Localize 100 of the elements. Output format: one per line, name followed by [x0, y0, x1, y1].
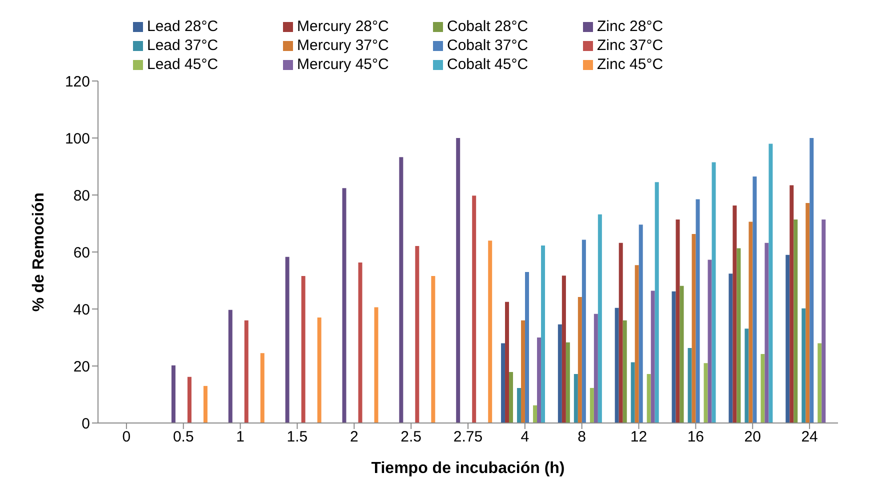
bar [618, 242, 623, 423]
bar [760, 354, 765, 423]
x-tick-label: 2.75 [453, 428, 483, 446]
bar [501, 343, 506, 423]
y-tick-label: 40 [73, 301, 90, 318]
bar [768, 144, 773, 423]
bar [228, 310, 232, 423]
bar [654, 182, 659, 423]
bar [582, 240, 586, 423]
bar [634, 265, 639, 423]
bar [244, 320, 248, 423]
bar [521, 320, 526, 423]
bar [374, 307, 378, 423]
bar [509, 372, 514, 423]
bar [456, 138, 460, 423]
bar [704, 363, 708, 423]
bar [517, 388, 522, 423]
bar [688, 348, 692, 423]
bar [203, 386, 208, 423]
x-tick-label: 1.5 [286, 428, 308, 446]
bar [505, 302, 510, 423]
legend-label: Lead 28°C [147, 18, 218, 35]
bar [574, 374, 578, 423]
bar [630, 362, 635, 423]
bar [537, 338, 542, 423]
bar [301, 276, 306, 423]
legend-label: Mercury 28°C [297, 18, 389, 35]
bar [764, 242, 769, 423]
x-tick-label: 0 [122, 428, 131, 446]
bar [590, 388, 594, 423]
bar [638, 224, 643, 423]
x-tick-label: 24 [801, 428, 818, 446]
y-tick-label: 120 [64, 73, 90, 90]
y-tick-label: 20 [73, 358, 90, 376]
legend-label: Zinc 37°C [597, 37, 664, 54]
bar [614, 308, 619, 423]
bar [541, 245, 546, 423]
legend-label: Mercury 37°C [297, 37, 389, 54]
y-tick-label: 100 [64, 130, 90, 148]
bar [790, 185, 794, 423]
bar [818, 343, 822, 423]
bar [285, 256, 290, 423]
bar [317, 318, 322, 423]
bar [692, 234, 696, 423]
bar [415, 246, 420, 423]
bar [650, 290, 655, 423]
bar [794, 220, 798, 423]
legend-label: Cobalt 37°C [447, 37, 528, 54]
bar [744, 328, 749, 423]
bar [802, 308, 806, 423]
legend-label: Cobalt 28°C [447, 18, 528, 35]
x-axis-title: Tiempo de incubación (h) [371, 460, 565, 477]
bar [260, 353, 264, 423]
legend-label: Cobalt 45°C [447, 56, 528, 73]
bar [533, 405, 538, 423]
legend-label: Mercury 45°C [297, 56, 389, 73]
bar [822, 220, 826, 423]
bar [728, 274, 733, 423]
x-tick-label: 4 [520, 428, 530, 446]
bar [748, 222, 753, 423]
bar [566, 342, 570, 423]
y-tick-label: 60 [73, 244, 90, 262]
bar [558, 324, 562, 423]
bar [342, 188, 346, 423]
bar [488, 240, 492, 423]
bar [696, 199, 700, 423]
y-tick-label: 0 [82, 415, 90, 432]
bar [732, 206, 737, 423]
bar [431, 276, 436, 423]
x-tick-label: 12 [630, 428, 648, 446]
bar [736, 248, 741, 423]
bar [187, 376, 192, 423]
bar [680, 286, 684, 423]
bar [672, 291, 676, 423]
legend-label: Lead 37°C [147, 37, 218, 54]
x-tick-label: 0.5 [172, 428, 194, 446]
bar [598, 214, 602, 423]
bar [752, 176, 757, 423]
bar [712, 162, 716, 423]
bar [622, 320, 627, 423]
legend-label: Zinc 28°C [597, 18, 664, 35]
bar [525, 272, 530, 423]
y-axis-title: % de Remoción [30, 192, 48, 312]
bar [578, 297, 582, 423]
bar [676, 220, 680, 423]
legend-label: Lead 45°C [147, 56, 218, 73]
x-tick-label: 20 [744, 428, 761, 446]
bar [562, 276, 566, 423]
x-tick-label: 16 [687, 428, 704, 446]
bar [399, 157, 404, 423]
y-tick-label: 80 [73, 187, 90, 204]
bar [594, 314, 598, 423]
legend-label: Zinc 45°C [597, 56, 664, 73]
x-tick-label: 8 [578, 428, 586, 446]
bar [358, 262, 362, 423]
x-tick-label: 2.5 [400, 428, 422, 446]
bar [708, 260, 712, 423]
x-tick-label: 1 [236, 428, 244, 446]
bar [786, 254, 790, 423]
bar [646, 374, 651, 423]
